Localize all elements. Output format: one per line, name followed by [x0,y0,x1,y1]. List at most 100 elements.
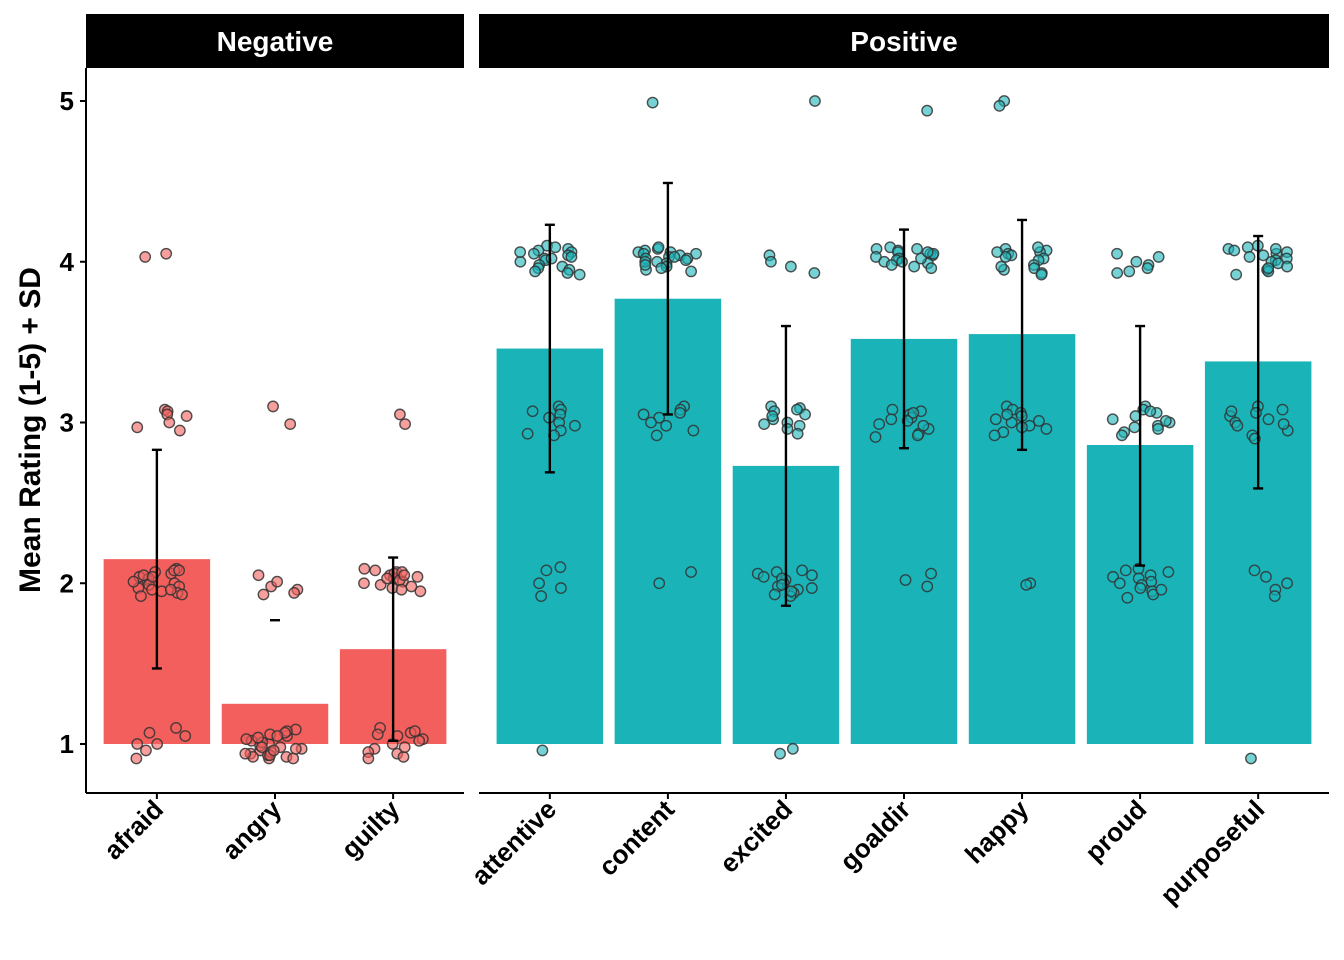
data-point [1269,242,1282,255]
data-point [808,267,821,279]
data-point [362,752,375,765]
category-afraid: afraid [98,247,211,865]
data-point [776,578,788,591]
data-point [646,96,659,109]
data-point [774,747,786,760]
data-point [1260,570,1272,583]
data-point [139,251,152,263]
data-point [514,255,527,268]
data-point [1111,267,1124,279]
data-point [179,730,192,742]
data-point [1116,429,1128,442]
data-point [1033,414,1045,427]
data-point [758,418,771,431]
data-point [554,561,567,574]
data-point [1276,403,1289,416]
data-point [1111,247,1123,260]
data-point [786,742,799,755]
data-point [1020,578,1033,591]
data-point [1245,752,1257,765]
data-point [791,427,804,440]
data-point [1243,251,1256,263]
data-point [151,738,164,750]
data-point [1113,577,1126,590]
data-point [257,588,270,601]
data-point [131,421,144,434]
error-bar [899,228,909,450]
data-point [685,265,698,278]
x-tick-label: afraid [98,794,169,865]
data-point [569,419,581,432]
data-point [645,416,657,429]
error-bar [1253,234,1264,490]
data-point [1035,268,1048,281]
x-tick-label: goaldir [834,794,916,876]
data-point [655,262,668,275]
data-point [413,734,426,747]
data-point [528,247,540,260]
category-excited: excited [714,95,840,879]
data-point [796,564,809,577]
data-point [160,247,173,260]
data-point [173,424,186,437]
data-point [536,744,549,757]
data-point [674,406,686,419]
jitter-points [239,400,308,765]
data-point [170,722,182,734]
data-point [540,564,553,577]
jitter-points [514,239,586,757]
data-point [180,410,193,422]
data-point [397,750,410,763]
data-point [173,564,186,577]
data-point [921,246,934,259]
x-tick-label: excited [714,794,799,879]
data-point [1228,244,1241,257]
data-point [131,738,144,750]
data-point [405,580,418,593]
data-point [757,570,770,583]
y-tick-label: 4 [60,247,75,277]
data-point [921,580,934,593]
data-point [565,251,578,263]
data-point [921,104,934,117]
x-tick-label: purposeful [1154,794,1270,910]
data-point [1032,241,1044,254]
data-point [988,429,1001,442]
data-point [1281,577,1293,590]
data-point [164,583,177,596]
data-point [561,267,574,279]
data-point [805,582,818,594]
data-point [535,590,548,603]
data-point [358,562,371,575]
error-bar [151,448,162,670]
data-point [911,429,924,442]
data-point [529,265,541,278]
data-point [1241,241,1254,254]
panel-negative: Negative afraid angry guilty [86,14,464,865]
error-bar [1017,218,1028,452]
data-point [1152,251,1165,263]
data-point [135,590,147,603]
x-tick-label: happy [959,794,1035,870]
data-point [252,569,265,582]
data-point [239,747,252,760]
panel-positive: Positive attentive content excited goaldir ha… [465,14,1329,910]
facet-strip-label: Negative [217,26,334,57]
data-point [1250,406,1262,419]
data-point [652,241,665,254]
jitter-points [869,104,940,593]
data-point [907,406,920,419]
category-attentive: attentive [465,223,604,891]
data-point [1128,421,1141,434]
data-point [255,741,268,754]
data-point [267,744,280,757]
data-point [1277,418,1290,431]
category-angry: angry [216,400,329,866]
data-point [809,95,821,107]
data-point [660,419,673,432]
data-point [1121,591,1134,604]
category-guilty: guilty [335,408,447,864]
x-tick-label: angry [216,794,288,866]
y-tick-label: 3 [60,408,74,438]
